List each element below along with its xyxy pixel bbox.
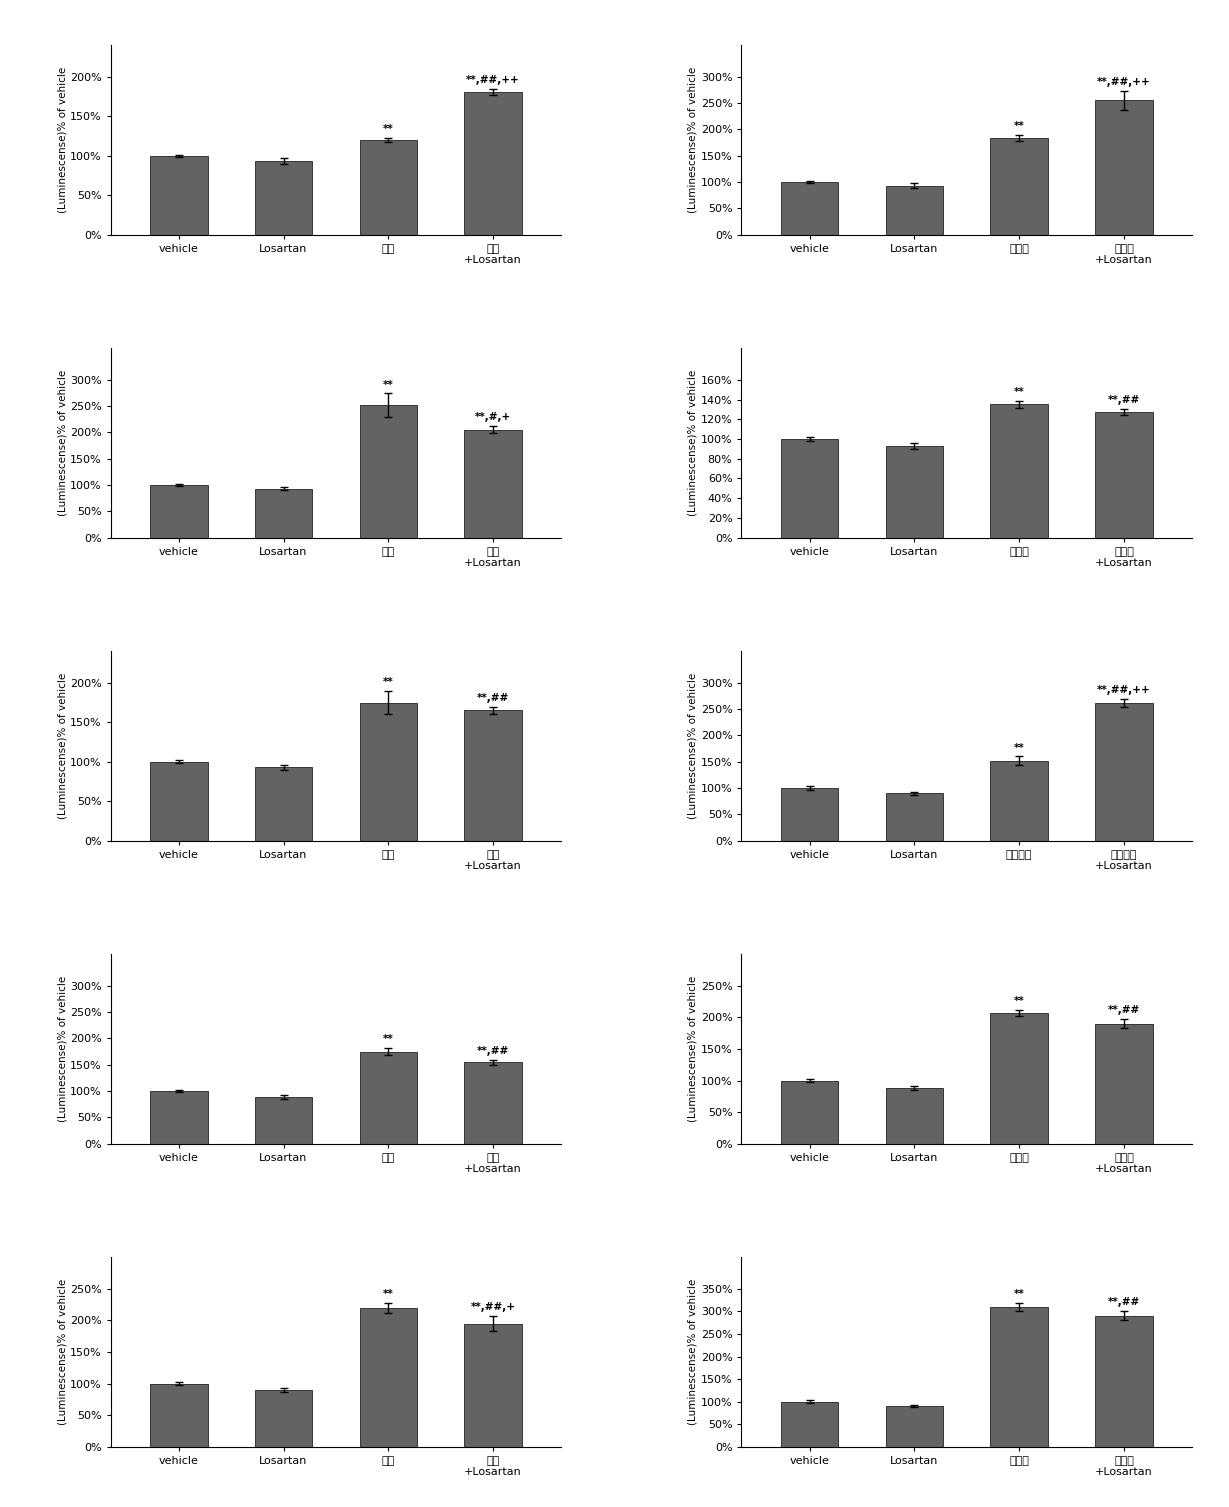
Bar bbox=[780, 1402, 838, 1447]
Bar bbox=[780, 182, 838, 235]
Bar bbox=[465, 1323, 522, 1447]
Text: **,##: **,## bbox=[477, 693, 509, 702]
Bar bbox=[886, 1088, 943, 1144]
Bar bbox=[991, 139, 1048, 235]
Bar bbox=[780, 788, 838, 841]
Text: **: ** bbox=[383, 1288, 393, 1299]
Text: **,##,++: **,##,++ bbox=[1097, 77, 1150, 87]
Bar bbox=[991, 1307, 1048, 1447]
Bar bbox=[360, 702, 417, 841]
Bar bbox=[150, 761, 208, 841]
Bar bbox=[886, 185, 943, 235]
Bar bbox=[1095, 702, 1153, 841]
Text: **,##: **,## bbox=[1107, 1005, 1141, 1016]
Text: **: ** bbox=[383, 380, 393, 389]
Bar bbox=[1095, 101, 1153, 235]
Bar bbox=[991, 404, 1048, 538]
Bar bbox=[991, 761, 1048, 841]
Bar bbox=[254, 161, 312, 235]
Bar bbox=[780, 1081, 838, 1144]
Text: **: ** bbox=[1014, 1290, 1025, 1299]
Bar bbox=[465, 92, 522, 235]
Bar bbox=[1095, 413, 1153, 538]
Bar bbox=[150, 155, 208, 235]
Y-axis label: (Luminescense)% of vehicle: (Luminescense)% of vehicle bbox=[688, 66, 698, 212]
Bar bbox=[360, 1052, 417, 1144]
Y-axis label: (Luminescense)% of vehicle: (Luminescense)% of vehicle bbox=[57, 369, 68, 515]
Text: **,#,+: **,#,+ bbox=[474, 411, 511, 422]
Text: **: ** bbox=[1014, 743, 1025, 752]
Bar bbox=[886, 1406, 943, 1447]
Y-axis label: (Luminescense)% of vehicle: (Luminescense)% of vehicle bbox=[57, 1279, 68, 1426]
Bar bbox=[254, 1097, 312, 1144]
Text: **,##,+: **,##,+ bbox=[471, 1302, 516, 1313]
Bar bbox=[1095, 1316, 1153, 1447]
Bar bbox=[254, 488, 312, 538]
Text: **,##: **,## bbox=[1107, 395, 1141, 405]
Bar bbox=[886, 793, 943, 841]
Text: **: ** bbox=[383, 1034, 393, 1044]
Bar bbox=[360, 140, 417, 235]
Text: **: ** bbox=[383, 124, 393, 134]
Bar bbox=[1095, 1023, 1153, 1144]
Y-axis label: (Luminescense)% of vehicle: (Luminescense)% of vehicle bbox=[688, 977, 698, 1123]
Bar bbox=[150, 1091, 208, 1144]
Bar bbox=[991, 1013, 1048, 1144]
Bar bbox=[254, 767, 312, 841]
Bar bbox=[150, 1383, 208, 1447]
Text: **: ** bbox=[1014, 387, 1025, 396]
Bar bbox=[360, 405, 417, 538]
Text: **,##,++: **,##,++ bbox=[1097, 684, 1150, 695]
Text: **: ** bbox=[1014, 121, 1025, 131]
Text: **: ** bbox=[1014, 996, 1025, 1005]
Bar bbox=[465, 1062, 522, 1144]
Text: **,##: **,## bbox=[477, 1046, 509, 1055]
Bar bbox=[780, 439, 838, 538]
Bar bbox=[254, 1389, 312, 1447]
Bar bbox=[360, 1308, 417, 1447]
Y-axis label: (Luminescense)% of vehicle: (Luminescense)% of vehicle bbox=[688, 369, 698, 515]
Y-axis label: (Luminescense)% of vehicle: (Luminescense)% of vehicle bbox=[688, 672, 698, 820]
Text: **,##: **,## bbox=[1107, 1298, 1141, 1308]
Y-axis label: (Luminescense)% of vehicle: (Luminescense)% of vehicle bbox=[57, 977, 68, 1123]
Bar bbox=[150, 485, 208, 538]
Text: **: ** bbox=[383, 677, 393, 687]
Bar bbox=[465, 710, 522, 841]
Text: **,##,++: **,##,++ bbox=[466, 75, 520, 84]
Y-axis label: (Luminescense)% of vehicle: (Luminescense)% of vehicle bbox=[688, 1279, 698, 1426]
Bar bbox=[886, 446, 943, 538]
Y-axis label: (Luminescense)% of vehicle: (Luminescense)% of vehicle bbox=[57, 672, 68, 820]
Bar bbox=[465, 429, 522, 538]
Y-axis label: (Luminescense)% of vehicle: (Luminescense)% of vehicle bbox=[57, 66, 68, 212]
